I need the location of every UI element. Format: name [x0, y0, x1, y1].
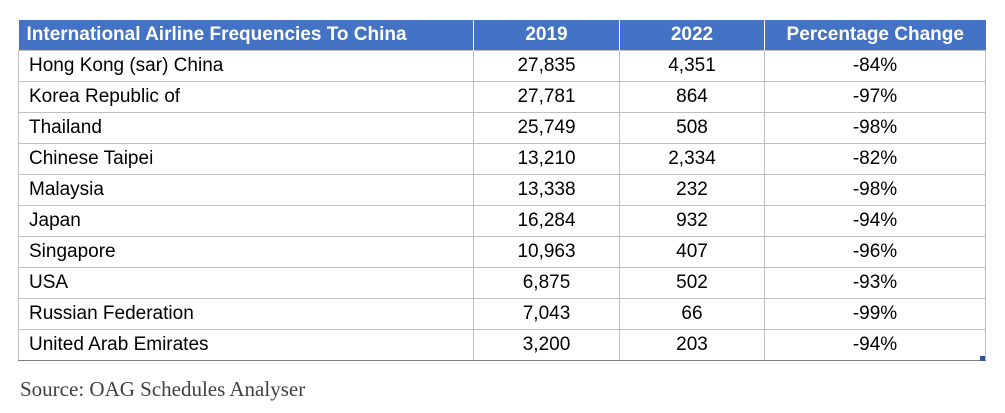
cell-2019: 16,284	[473, 204, 620, 237]
cell-2022: 66	[619, 297, 765, 330]
table-row: United Arab Emirates 3,200 203 -94%	[18, 328, 986, 361]
header-percentage-change: Percentage Change	[764, 20, 986, 50]
cell-country: Thailand	[18, 111, 474, 144]
cell-country: Malaysia	[18, 173, 474, 206]
cell-2019: 10,963	[473, 235, 620, 268]
cell-2019: 7,043	[473, 297, 620, 330]
table-row: Russian Federation 7,043 66 -99%	[18, 297, 986, 330]
table-row: USA 6,875 502 -93%	[18, 266, 986, 299]
cell-change: -96%	[764, 235, 986, 268]
cell-country: Singapore	[18, 235, 474, 268]
frequency-table-container: International Airline Frequencies To Chi…	[18, 20, 986, 361]
table-row: Japan 16,284 932 -94%	[18, 204, 986, 237]
header-2019: 2019	[473, 20, 620, 50]
cell-change: -98%	[764, 111, 986, 144]
cell-2019: 27,781	[473, 80, 620, 113]
cell-change: -94%	[764, 328, 986, 361]
table-row: Hong Kong (sar) China 27,835 4,351 -84%	[18, 49, 986, 82]
table-header-row: International Airline Frequencies To Chi…	[18, 20, 986, 50]
cell-change: -84%	[764, 49, 986, 82]
cell-change: -82%	[764, 142, 986, 175]
cell-country: Japan	[18, 204, 474, 237]
table-resize-handle[interactable]	[980, 355, 985, 361]
cell-2022: 932	[619, 204, 765, 237]
table-row: Chinese Taipei 13,210 2,334 -82%	[18, 142, 986, 175]
cell-change: -93%	[764, 266, 986, 299]
cell-2019: 25,749	[473, 111, 620, 144]
header-2022: 2022	[619, 20, 765, 50]
cell-country: United Arab Emirates	[18, 328, 474, 361]
cell-2022: 232	[619, 173, 765, 206]
cell-2019: 13,210	[473, 142, 620, 175]
table-row: Korea Republic of 27,781 864 -97%	[18, 80, 986, 113]
cell-change: -97%	[764, 80, 986, 113]
cell-2019: 13,338	[473, 173, 620, 206]
cell-country: USA	[18, 266, 474, 299]
cell-change: -98%	[764, 173, 986, 206]
table-body: Hong Kong (sar) China 27,835 4,351 -84% …	[18, 49, 986, 361]
table-row: Malaysia 13,338 232 -98%	[18, 173, 986, 206]
cell-2022: 2,334	[619, 142, 765, 175]
cell-change: -94%	[764, 204, 986, 237]
header-country: International Airline Frequencies To Chi…	[18, 20, 474, 50]
cell-country: Chinese Taipei	[18, 142, 474, 175]
cell-2022: 203	[619, 328, 765, 361]
frequency-table: International Airline Frequencies To Chi…	[18, 20, 986, 361]
table-row: Singapore 10,963 407 -96%	[18, 235, 986, 268]
cell-country: Korea Republic of	[18, 80, 474, 113]
source-note: Source: OAG Schedules Analyser	[20, 377, 306, 401]
table-row: Thailand 25,749 508 -98%	[18, 111, 986, 144]
cell-2022: 4,351	[619, 49, 765, 82]
cell-country: Russian Federation	[18, 297, 474, 330]
cell-2022: 502	[619, 266, 765, 299]
cell-2019: 6,875	[473, 266, 620, 299]
cell-change: -99%	[764, 297, 986, 330]
cell-2022: 864	[619, 80, 765, 113]
cell-2022: 508	[619, 111, 765, 144]
cell-2019: 27,835	[473, 49, 620, 82]
cell-2022: 407	[619, 235, 765, 268]
cell-country: Hong Kong (sar) China	[18, 49, 474, 82]
cell-2019: 3,200	[473, 328, 620, 361]
